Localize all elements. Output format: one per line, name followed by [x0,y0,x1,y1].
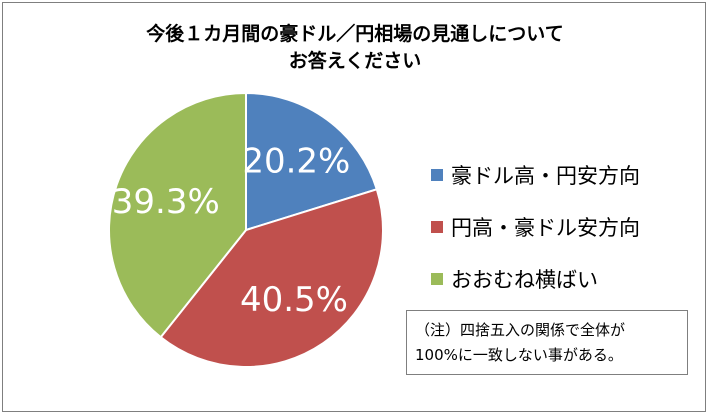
pie-slice-flat [108,91,247,339]
pie-label-flat: 39.3% [112,182,220,222]
pie-slice-aud-up [245,91,379,232]
legend-swatch-yen-up [431,220,443,233]
legend-swatch-flat [431,272,443,285]
legend: 豪ドル高・円安方向 円高・豪ドル安方向 おおむね横ばい [431,161,640,317]
legend-swatch-aud-up [431,168,443,181]
rounding-note: （注）四捨五入の関係で全体が 100%に一致しない事がある。 [406,310,688,375]
legend-label-yen-up: 円高・豪ドル安方向 [451,215,640,240]
rounding-note-line-2: 100%に一致しない事がある。 [415,346,623,364]
pie-slice-yen-up [159,188,384,368]
legend-item-flat: おおむね横ばい [431,265,640,292]
pie-label-yen-up: 40.5% [240,280,348,320]
chart-frame: 今後１カ月間の豪ドル／円相場の見通しについて お答えください 20.2% 40.5… [2,2,706,412]
chart-title-line-2: お答えください [288,50,422,72]
legend-label-aud-up: 豪ドル高・円安方向 [451,163,640,188]
chart-title-line-1: 今後１カ月間の豪ドル／円相場の見通しについて [146,23,564,45]
rounding-note-line-1: （注）四捨五入の関係で全体が [415,321,626,339]
legend-item-yen-up: 円高・豪ドル安方向 [431,213,640,240]
legend-label-flat: おおむね横ばい [451,267,598,292]
legend-item-aud-up: 豪ドル高・円安方向 [431,161,640,188]
chart-title: 今後１カ月間の豪ドル／円相場の見通しについて お答えください [3,21,707,75]
pie-label-aud-up: 20.2% [242,142,350,182]
pie-chart: 20.2% 40.5% 39.3% [108,91,384,368]
